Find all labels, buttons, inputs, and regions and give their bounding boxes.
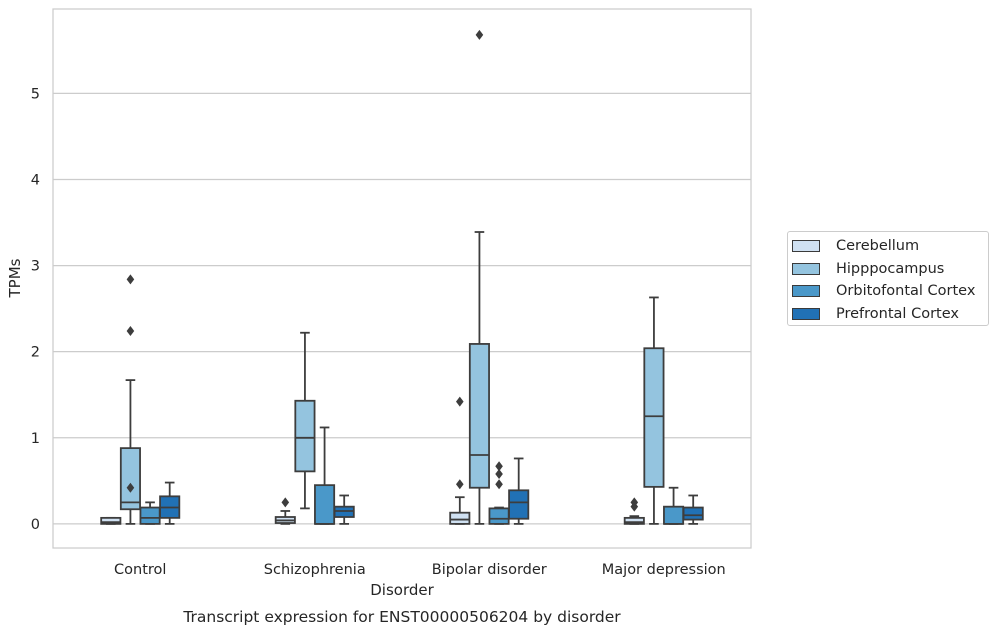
outlier-point <box>281 497 290 508</box>
x-tick-label: Control <box>114 562 166 578</box>
box-0-0 <box>100 516 122 525</box>
box-3-3 <box>682 494 704 525</box>
x-axis-ticks: Control Schizophrenia Bipolar disorder Majo… <box>114 562 726 578</box>
y-tick-label: 0 <box>31 517 40 533</box>
legend-swatch <box>792 240 820 253</box>
legend-item: Orbitofontal Cortex <box>792 280 988 303</box>
box-2-0 <box>139 501 161 525</box>
box-rect <box>100 516 122 525</box>
box-rect <box>468 343 490 489</box>
y-axis-label: TPMs <box>6 258 24 298</box>
outlier-point <box>495 461 503 472</box>
box-rect <box>508 489 530 520</box>
box-rect <box>488 507 510 525</box>
legend-item: Cerebellum <box>792 235 988 258</box>
y-tick-label: 1 <box>31 431 40 447</box>
legend-item: Hipppocampus <box>792 258 988 281</box>
box-1-1 <box>294 331 316 510</box>
legend-swatch <box>792 308 820 321</box>
y-tick-label: 2 <box>31 345 40 361</box>
outlier-point <box>495 479 503 490</box>
outlier-point <box>630 497 639 508</box>
x-axis-label: Disorder <box>370 581 434 599</box>
box-2-2 <box>488 461 510 525</box>
outlier-point <box>495 468 503 479</box>
box-rect <box>643 347 665 488</box>
legend-label: Prefrontal Cortex <box>836 306 959 323</box>
box-1-0 <box>119 274 141 525</box>
box-1-2 <box>468 29 490 525</box>
y-axis-ticks: 0 1 2 3 4 5 <box>31 86 40 533</box>
plot-area-frame <box>52 8 752 549</box>
x-tick-label: Bipolar disorder <box>432 562 547 578</box>
x-tick-label: Schizophrenia <box>264 562 366 578</box>
box-2-1 <box>314 426 336 525</box>
outlier-point <box>126 274 135 285</box>
box-3-0 <box>159 481 181 525</box>
box-rect <box>663 505 685 525</box>
legend-item: Prefrontal Cortex <box>792 303 988 326</box>
box-rect <box>449 511 471 525</box>
y-tick-label: 5 <box>31 86 40 102</box>
box-rect <box>119 447 141 511</box>
box-rect <box>623 516 645 525</box>
outlier-point <box>126 326 135 337</box>
outlier-point <box>456 479 464 490</box>
box-rect <box>314 484 336 525</box>
outlier-point <box>126 482 135 493</box>
chart-title: Transcript expression for ENST0000050620… <box>182 608 621 626</box>
box-3-1 <box>333 494 355 525</box>
legend: Cerebellum Hipppocampus Orbitofontal Corte… <box>787 231 989 326</box>
box-rect <box>139 506 161 525</box>
box-2-3 <box>663 486 685 525</box>
outlier-point <box>475 29 484 40</box>
x-tick-label: Major depression <box>602 562 726 578</box>
box-rect <box>682 506 704 521</box>
legend-label: Cerebellum <box>836 238 920 255</box>
legend-label: Orbitofontal Cortex <box>836 283 976 300</box>
y-tick-label: 3 <box>31 259 40 275</box>
legend-swatch <box>792 262 820 275</box>
box-1-3 <box>643 296 665 525</box>
box-3-2 <box>508 457 530 525</box>
legend-swatch <box>792 285 820 298</box>
box-plots <box>100 29 704 525</box>
box-0-1 <box>274 497 296 525</box>
box-0-3 <box>623 497 645 525</box>
legend-label: Hipppocampus <box>836 260 945 277</box>
y-tick-label: 4 <box>31 172 40 188</box>
box-0-2 <box>449 396 471 525</box>
box-rect <box>294 399 316 473</box>
outlier-point <box>456 396 464 407</box>
